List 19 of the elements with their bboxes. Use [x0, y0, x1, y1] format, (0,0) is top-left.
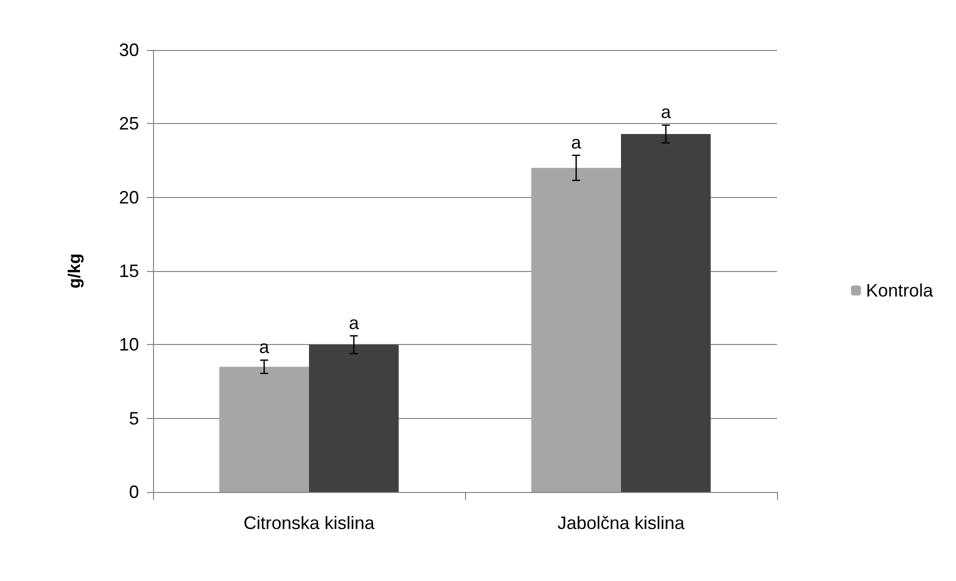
y-axis-title: g/kg [65, 254, 84, 288]
y-tick-label: 30 [118, 40, 139, 60]
data-label: a [571, 132, 582, 152]
y-tick-label: 10 [118, 334, 139, 355]
data-label: a [660, 102, 672, 122]
data-label: a [259, 337, 270, 358]
legend-label: Kontrola [866, 280, 934, 300]
bar [219, 366, 309, 492]
x-tick-label: Citronska kislina [243, 513, 376, 533]
y-tick-label: 0 [128, 482, 139, 502]
x-tick-label: Jabolčna kislina [557, 513, 686, 533]
bar [621, 134, 711, 492]
y-tick-label: 5 [128, 408, 139, 428]
y-tick-label: 15 [118, 261, 139, 281]
data-label: a [348, 312, 360, 333]
y-tick-label: 20 [118, 187, 139, 208]
y-tick-label: 25 [118, 114, 139, 134]
bar [531, 168, 621, 492]
bar [309, 344, 399, 492]
